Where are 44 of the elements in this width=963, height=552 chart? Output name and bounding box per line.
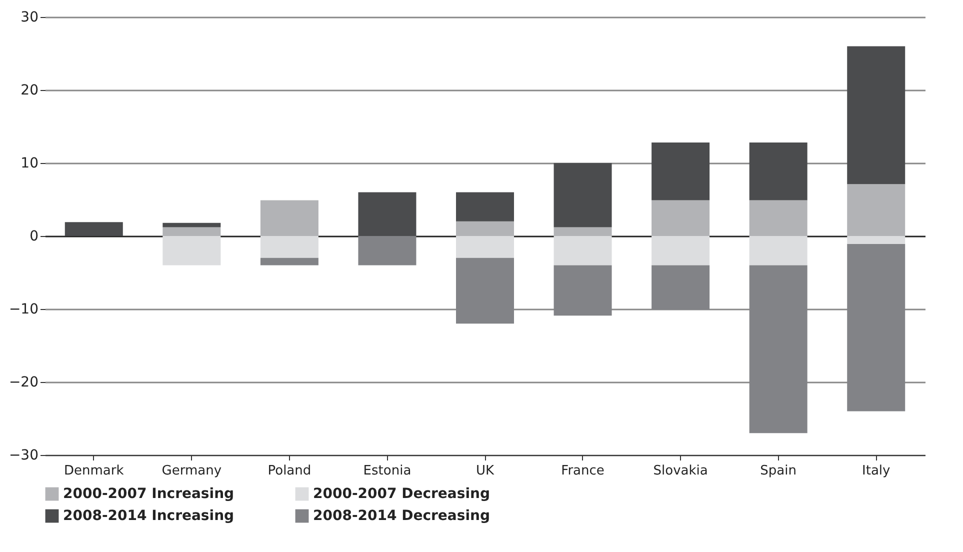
bar (162, 236, 221, 266)
bar (64, 222, 123, 236)
x-tick-label: Italy (862, 464, 891, 478)
bar (358, 192, 416, 236)
bar (554, 236, 612, 266)
bar (652, 142, 710, 200)
bar (749, 200, 808, 236)
y-tick-label: 10 (20, 156, 38, 172)
bar (652, 200, 710, 236)
y-tick-label: −10 (8, 302, 38, 318)
x-tick-label: France (561, 464, 604, 478)
bar (652, 236, 710, 266)
y-tick-label: −30 (8, 448, 38, 464)
legend-label: 2008-2014 Increasing (63, 508, 234, 524)
bar (456, 192, 514, 222)
bar (847, 236, 906, 244)
x-tick-label: Spain (760, 464, 796, 478)
x-tick-label: Denmark (64, 464, 124, 478)
bar (260, 236, 318, 258)
bar (749, 142, 808, 200)
y-tick-label: 0 (30, 228, 38, 244)
legend-label: 2000-2007 Increasing (63, 486, 234, 502)
x-tick-label: Slovakia (653, 464, 708, 478)
x-tick-label: Germany (162, 464, 222, 478)
bar (847, 184, 906, 236)
bar (456, 236, 514, 258)
bar (260, 200, 318, 236)
bar (162, 222, 221, 228)
legend-label: 2008-2014 Decreasing (313, 508, 490, 524)
bar (749, 236, 808, 266)
y-tick-label: 20 (20, 82, 38, 98)
x-tick-label: Estonia (363, 464, 412, 478)
bar (358, 236, 416, 266)
bar (260, 258, 318, 266)
y-tick-label: 30 (20, 10, 38, 26)
x-tick-label: Poland (268, 464, 312, 478)
bar (847, 46, 906, 184)
bar (162, 227, 221, 236)
y-tick-label: −20 (8, 374, 38, 390)
bar (554, 163, 612, 228)
x-tick-label: UK (476, 464, 494, 478)
legend-label: 2000-2007 Decreasing (313, 486, 490, 502)
bar (554, 227, 612, 236)
bar (456, 221, 514, 236)
